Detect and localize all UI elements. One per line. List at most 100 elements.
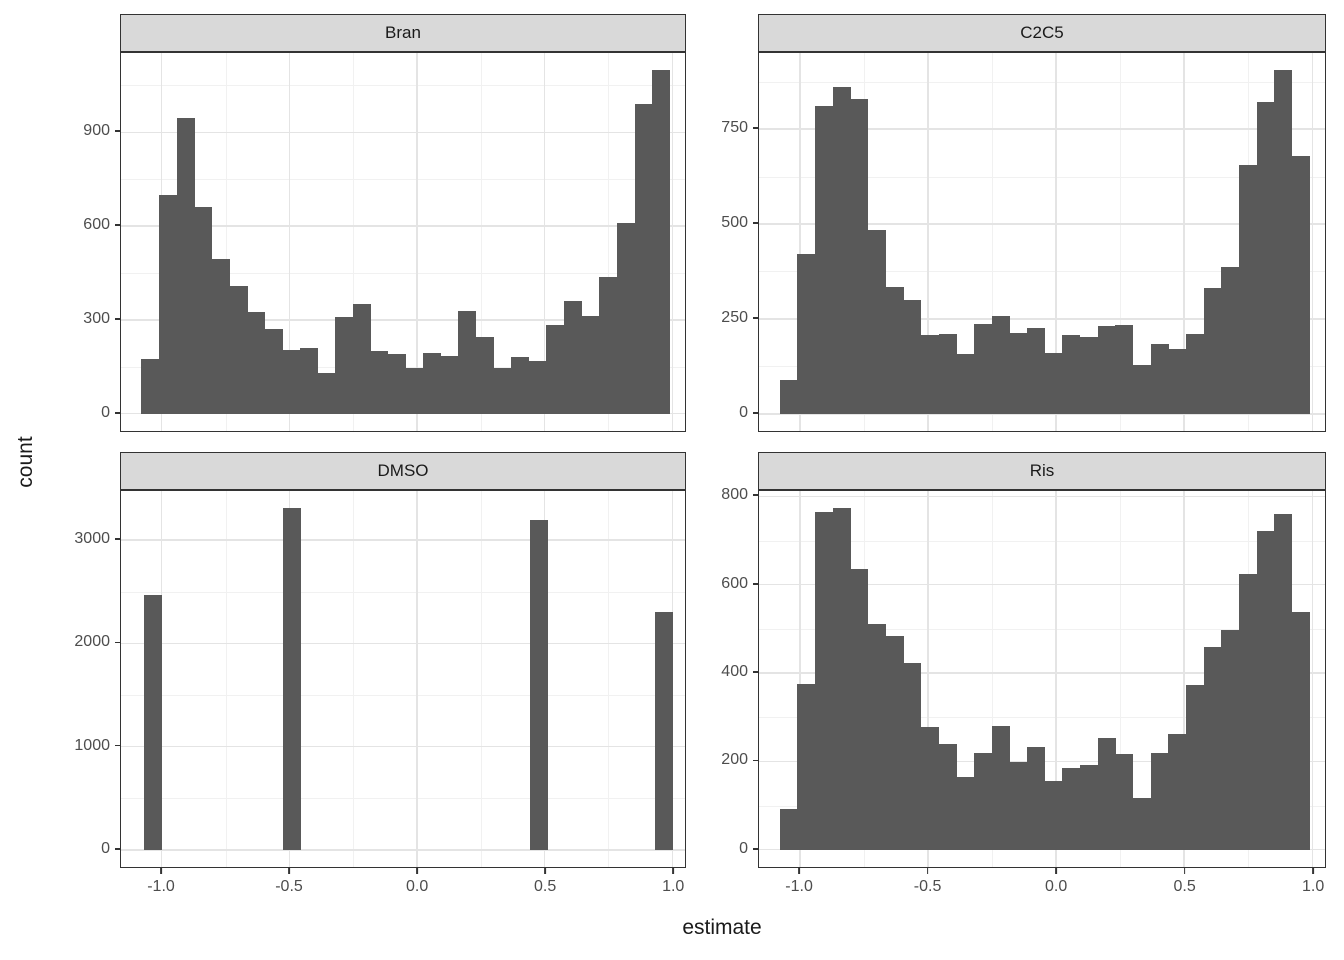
gridline-y-minor (759, 81, 1325, 83)
y-tick-label: 500 (721, 214, 748, 231)
facet-strip-c2c5: C2C5 (758, 14, 1326, 52)
y-tick-label: 1000 (74, 736, 110, 754)
y-tick-label: 600 (721, 574, 748, 592)
histogram-bar (1044, 353, 1063, 414)
gridline-x-major (799, 53, 801, 431)
histogram-bar (1044, 780, 1063, 850)
histogram-bar (814, 106, 833, 414)
gridline-x-major (288, 53, 291, 431)
histogram-bar (1238, 165, 1258, 414)
y-tick-label: 250 (721, 308, 748, 326)
histogram-bar (1115, 324, 1134, 414)
gridline-x-minor (1120, 53, 1122, 431)
histogram-bar (1203, 647, 1222, 850)
y-tick-label: 0 (739, 839, 748, 857)
histogram-bar (1238, 574, 1258, 850)
histogram-bar (885, 286, 904, 414)
x-tick-mark (160, 868, 162, 874)
histogram-bar (581, 315, 600, 414)
y-axis-bran: 0 300 600 900 (48, 52, 120, 432)
histogram-bar (1185, 334, 1205, 414)
histogram-bar (1150, 752, 1169, 850)
x-tick-mark (672, 868, 675, 874)
gridline-y-major (121, 539, 685, 541)
histogram-bar (141, 359, 160, 414)
facet-strip-label: C2C5 (1020, 23, 1064, 42)
histogram-bar (956, 776, 975, 850)
y-tick-label: 600 (83, 216, 110, 233)
gridline-y-major (759, 318, 1325, 320)
facet-strip-label: Bran (385, 23, 421, 42)
gridline-y-minor (759, 540, 1325, 542)
y-tick-label: 300 (83, 309, 110, 327)
histogram-bar (1026, 746, 1046, 850)
facet-strip-label: DMSO (377, 461, 429, 480)
gridline-y-minor (121, 179, 685, 181)
y-axis-ris: 0 200 400 600 800 (686, 486, 758, 868)
histogram-bar (229, 285, 248, 414)
gridline-y-major (759, 672, 1325, 674)
histogram-bar (335, 317, 354, 414)
gridline-y-major (121, 319, 685, 321)
histogram-bar (938, 334, 957, 414)
gridline-y-minor (759, 628, 1325, 630)
histogram-bar (1079, 764, 1099, 850)
histogram-bar (1132, 797, 1152, 850)
facet-panel-ris (758, 490, 1326, 868)
histogram-bar (1256, 530, 1275, 850)
y-tick-label: 200 (721, 751, 748, 769)
facet-panel-bran (120, 52, 686, 432)
histogram-bar (814, 511, 833, 850)
y-tick-mark (115, 224, 120, 226)
gridline-x-major (1055, 53, 1057, 431)
histogram-bar (652, 70, 671, 414)
gridline-x-minor (225, 491, 227, 867)
histogram-bar (387, 354, 406, 414)
histogram-bar (920, 726, 940, 850)
gridline-x-minor (480, 491, 482, 867)
facet-panel-dmso (120, 490, 686, 868)
y-tick-mark (753, 759, 758, 762)
histogram-bar (599, 276, 618, 414)
histogram-bar (850, 569, 869, 850)
x-tick-label: -0.5 (275, 878, 303, 895)
histogram-bar (282, 349, 301, 414)
histogram-bar (850, 98, 869, 414)
histogram-bar (1274, 514, 1293, 850)
histogram-bar (1009, 762, 1028, 850)
histogram-bar (144, 594, 163, 850)
histogram-bar (1079, 336, 1099, 414)
gridline-x-major (1183, 491, 1185, 867)
histogram-bar (1062, 767, 1081, 850)
y-tick-label: 400 (721, 663, 748, 680)
gridline-y-minor (121, 273, 685, 274)
histogram-bar (564, 301, 583, 414)
gridline-y-major (121, 849, 685, 851)
gridline-y-minor (121, 695, 685, 696)
gridline-x-major (799, 491, 801, 867)
histogram-bar (159, 194, 178, 414)
gridline-x-major (1311, 491, 1313, 867)
gridline-x-major (543, 53, 546, 431)
gridline-y-major (759, 495, 1325, 497)
histogram-bar (1168, 349, 1187, 414)
x-axis-right-column: -1.0 -0.5 0.0 0.5 1.0 (758, 868, 1326, 910)
gridline-x-major (1311, 53, 1313, 431)
gridline-y-major (121, 745, 685, 748)
gridline-x-minor (353, 53, 355, 431)
x-tick-mark (926, 868, 929, 874)
histogram-bar (1132, 364, 1152, 414)
y-tick-label: 3000 (74, 530, 110, 548)
facet-strip-ris: Ris (758, 452, 1326, 490)
gridline-x-major (927, 53, 929, 431)
histogram-bar (903, 299, 922, 414)
gridline-x-major (416, 491, 418, 867)
x-tick-label: 1.0 (1301, 878, 1325, 895)
gridline-y-major (759, 849, 1325, 851)
histogram-bar (797, 684, 816, 850)
y-tick-label: 0 (739, 403, 748, 421)
x-tick-label: -1.0 (785, 878, 813, 895)
histogram-bar (1256, 102, 1275, 414)
gridline-x-minor (992, 491, 994, 867)
